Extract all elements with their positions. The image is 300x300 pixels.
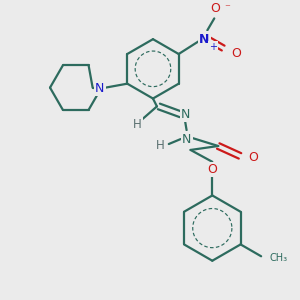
Text: O: O [210, 2, 220, 15]
Text: N: N [181, 108, 190, 121]
Text: N: N [199, 33, 210, 46]
Text: O: O [207, 163, 217, 176]
Text: H: H [133, 118, 142, 131]
Text: O: O [231, 46, 241, 59]
Text: N: N [182, 133, 191, 146]
Text: CH₃: CH₃ [269, 253, 287, 263]
Text: O: O [248, 152, 258, 164]
Text: ⁻: ⁻ [224, 4, 230, 14]
Text: N: N [95, 82, 104, 95]
Text: +: + [209, 42, 217, 52]
Text: H: H [156, 140, 165, 152]
